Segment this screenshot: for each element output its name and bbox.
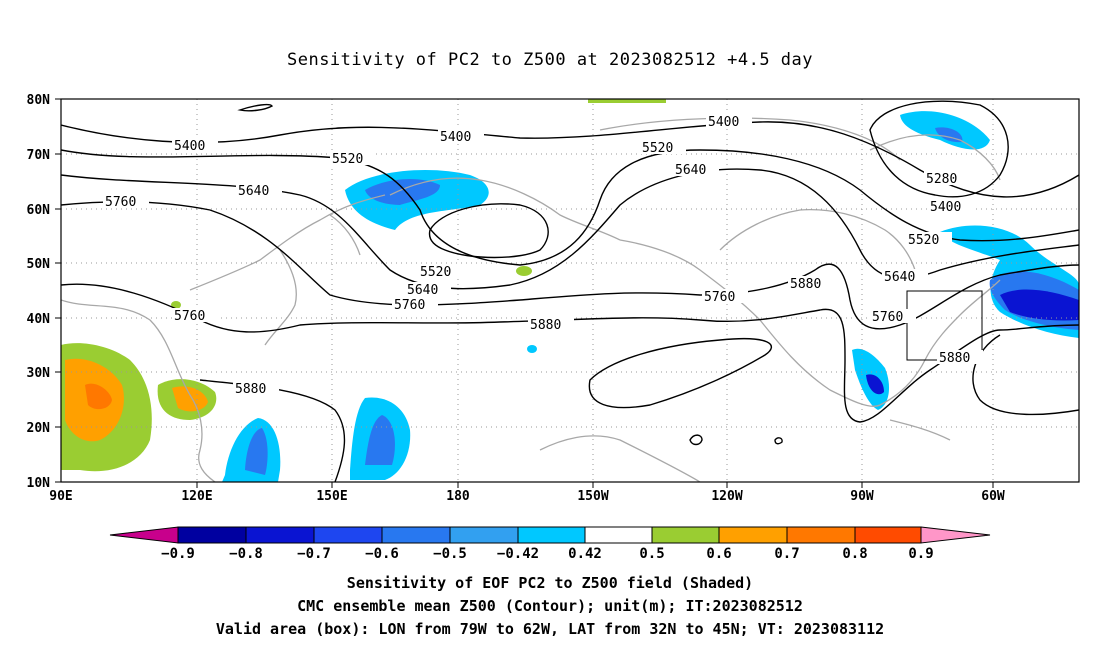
contour-label-5520-d: 5520 xyxy=(908,233,939,248)
lon-label-60w: 60W xyxy=(981,489,1005,504)
contour-label-5520-a: 5520 xyxy=(332,152,363,167)
contour-label-5760-b: 5760 xyxy=(174,309,205,324)
lat-labels: 80N 70N 60N 50N 40N 30N 20N 10N xyxy=(27,93,51,491)
lon-label-120w: 120W xyxy=(711,489,742,504)
colorbar-swatch xyxy=(245,526,315,544)
contour-label-5640-d: 5640 xyxy=(884,270,915,285)
footer-contour-caption: CMC ensemble mean Z500 (Contour); unit(m… xyxy=(297,597,803,615)
colorbar-swatch xyxy=(651,526,720,544)
contour-label-5880-c: 5880 xyxy=(790,277,821,292)
colorbar-label: −0.8 xyxy=(229,546,263,562)
lat-label-50n: 50N xyxy=(27,257,51,272)
colorbar-swatch xyxy=(718,526,788,544)
colorbar-right-arrow xyxy=(920,526,991,544)
contour-label-5280: 5280 xyxy=(926,172,957,187)
lat-label-80n: 80N xyxy=(27,93,51,108)
lat-label-60n: 60N xyxy=(27,203,51,218)
colorbar-swatch xyxy=(177,526,247,544)
sensitivity-shading xyxy=(61,99,1079,482)
colorbar-label: 0.5 xyxy=(639,546,664,562)
shade-negative-bering-core xyxy=(365,178,440,205)
colorbar-swatch xyxy=(449,526,519,544)
lon-label-150w: 150W xyxy=(577,489,608,504)
map-frame xyxy=(60,98,1080,483)
lon-label-120e: 120E xyxy=(181,489,212,504)
colorbar-left-arrow xyxy=(109,526,179,544)
colorbar-label: −0.6 xyxy=(365,546,399,562)
lat-label-30n: 30N xyxy=(27,366,51,381)
contour-label-5520-c: 5520 xyxy=(420,265,451,280)
colorbar-swatch xyxy=(313,526,383,544)
shade-negative-wpac-1-core xyxy=(245,428,268,475)
contour-label-5400-a: 5400 xyxy=(174,139,205,154)
contour-label-5640-c: 5640 xyxy=(407,283,438,298)
colorbar-swatch xyxy=(854,526,922,544)
contour-label-5760-c: 5760 xyxy=(394,298,425,313)
colorbar-label: −0.5 xyxy=(433,546,467,562)
contour-label-5760-d: 5760 xyxy=(704,290,735,305)
footer-valid-area-caption: Valid area (box): LON from 79W to 62W, L… xyxy=(215,620,885,638)
lon-label-180: 180 xyxy=(446,489,470,504)
colorbar-label: −0.7 xyxy=(297,546,331,562)
contour-label-5520-b: 5520 xyxy=(642,141,673,156)
colorbar-swatch xyxy=(517,526,586,544)
map-title: Sensitivity of PC2 to Z500 at 2023082512… xyxy=(286,50,813,70)
lat-label-10n: 10N xyxy=(27,476,51,491)
colorbar-label: 0.6 xyxy=(706,546,731,562)
lon-label-90w: 90W xyxy=(850,489,874,504)
axis-ticks xyxy=(55,98,994,488)
footer-shading-caption: Sensitivity of EOF PC2 to Z500 field (Sh… xyxy=(346,574,754,592)
contour-labels: 5400 5400 5400 5400 5520 5520 5520 5520 … xyxy=(103,114,983,397)
colorbar-swatch xyxy=(584,526,653,544)
colorbar-swatch xyxy=(381,526,451,544)
shade-negative-wpac-2-core xyxy=(365,415,395,465)
contour-label-5880-d: 5880 xyxy=(939,351,970,366)
colorbar-label: 0.7 xyxy=(774,546,799,562)
lon-labels: 90E 120E 150E 180 150W 120W 90W 60W xyxy=(49,489,1005,504)
shade-small-cyan-1 xyxy=(527,345,537,353)
lat-label-70n: 70N xyxy=(27,148,51,163)
contour-label-5640-a: 5640 xyxy=(238,184,269,199)
lat-label-20n: 20N xyxy=(27,421,51,436)
lon-label-90e: 90E xyxy=(49,489,72,504)
shade-positive-scs-core xyxy=(172,386,208,412)
contour-label-5760-a: 5760 xyxy=(105,195,136,210)
contour-label-5400-d: 5400 xyxy=(930,200,961,215)
contour-label-5880-a: 5880 xyxy=(530,318,561,333)
contour-label-5400-b: 5400 xyxy=(440,130,471,145)
contour-label-5760-e: 5760 xyxy=(872,310,903,325)
colorbar-label: −0.42 xyxy=(497,546,539,562)
colorbar-swatch xyxy=(786,526,856,544)
lon-label-150e: 150E xyxy=(316,489,347,504)
colorbar-label: 0.8 xyxy=(842,546,867,562)
shade-positive-asia-max xyxy=(85,383,112,410)
contour-label-5640-b: 5640 xyxy=(675,163,706,178)
colorbar-labels: −0.9 −0.8 −0.7 −0.6 −0.5 −0.42 0.42 0.5 … xyxy=(161,546,934,562)
contour-label-5400-c: 5400 xyxy=(708,115,739,130)
colorbar-label: −0.9 xyxy=(161,546,195,562)
shade-negative-atlantic-core xyxy=(1000,289,1079,321)
contour-label-5880-b: 5880 xyxy=(235,382,266,397)
colorbar: −0.9 −0.8 −0.7 −0.6 −0.5 −0.42 0.42 0.5 … xyxy=(109,526,991,562)
colorbar-label: 0.9 xyxy=(908,546,933,562)
colorbar-label: 0.42 xyxy=(568,546,602,562)
lat-label-40n: 40N xyxy=(27,312,51,327)
shade-small-green-top xyxy=(588,99,666,103)
shade-small-green-1 xyxy=(516,266,532,276)
shade-negative-gulf-core xyxy=(866,374,884,395)
